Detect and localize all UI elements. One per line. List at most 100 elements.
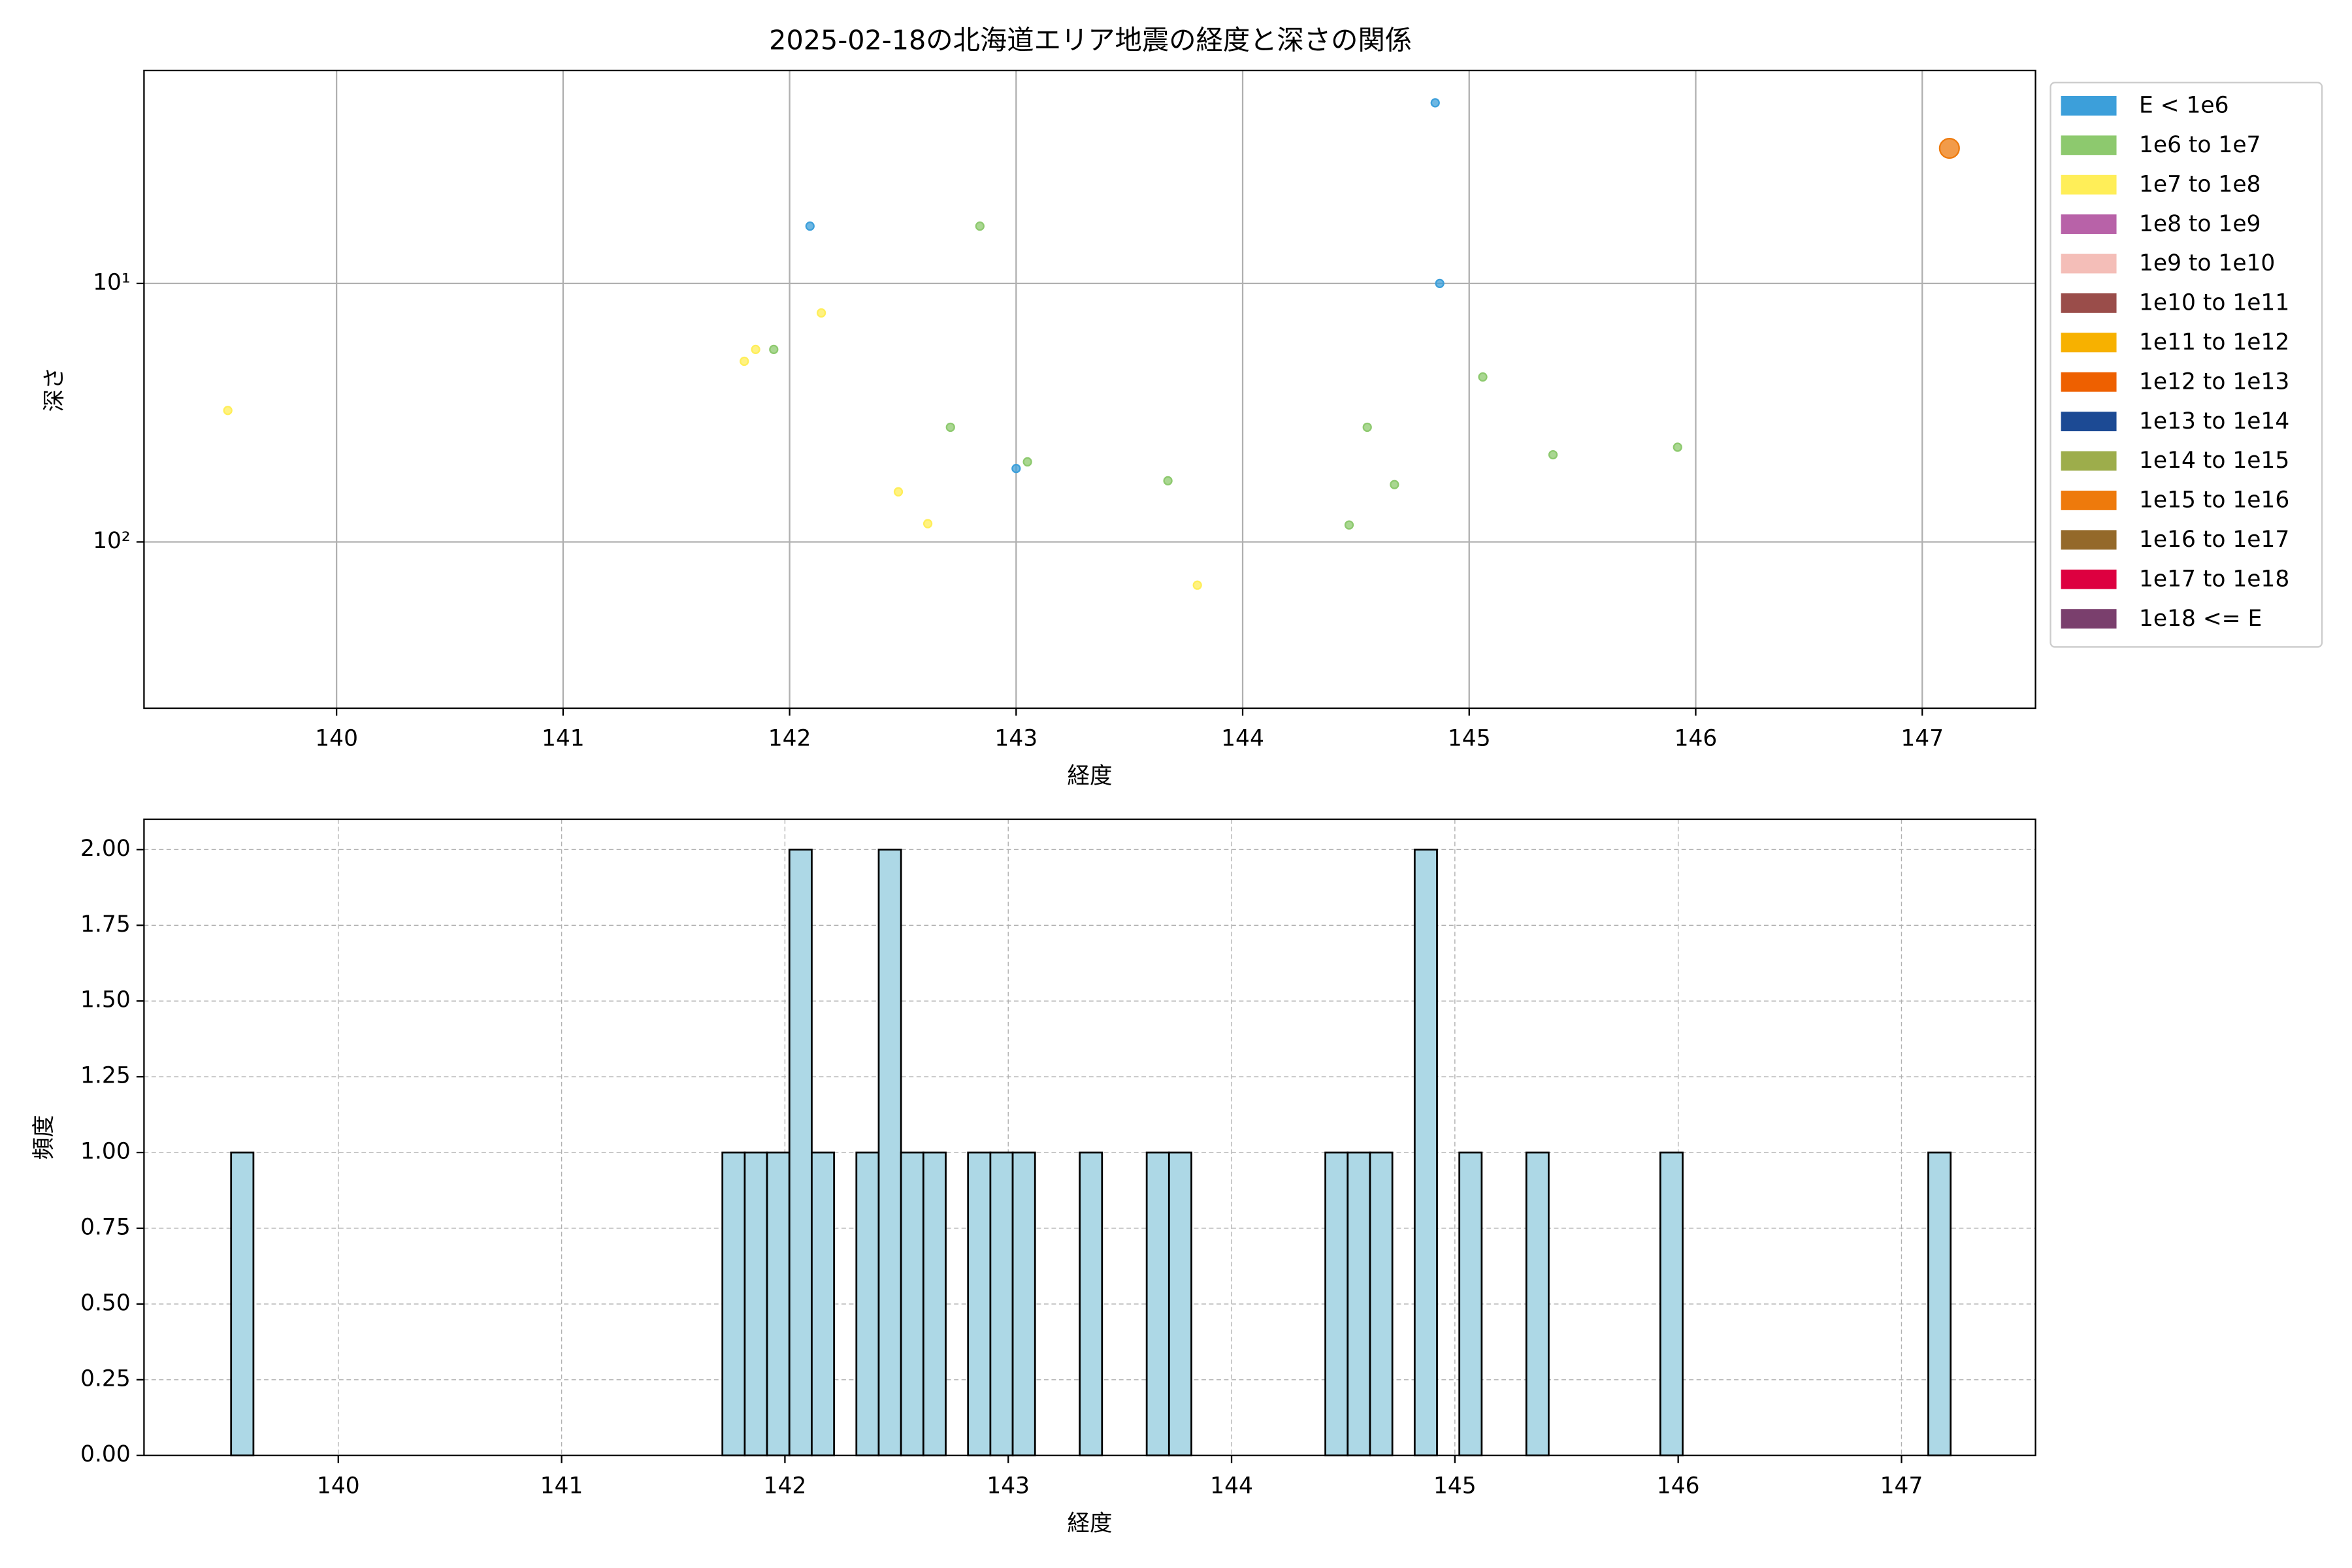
- x-tick-label: 145: [1448, 726, 1491, 752]
- bar: [900, 1151, 924, 1457]
- legend-label: 1e11 to 1e12: [2139, 329, 2289, 355]
- point: [1362, 422, 1372, 433]
- y-tick-label: 2.00: [80, 836, 131, 862]
- point: [945, 422, 955, 433]
- legend-swatch: [2061, 569, 2117, 589]
- legend-label: 1e9 to 1e10: [2139, 250, 2275, 276]
- point: [740, 356, 749, 367]
- point: [893, 487, 904, 497]
- x-tick-label: 141: [542, 726, 585, 752]
- point: [751, 344, 760, 354]
- point: [816, 308, 826, 318]
- y-tick-label: 10²: [93, 528, 131, 554]
- y-tick-label: 0.00: [80, 1441, 131, 1467]
- point: [923, 519, 933, 529]
- x-tick-label: 143: [994, 726, 1037, 752]
- legend-swatch: [2061, 372, 2117, 392]
- legend-swatch: [2061, 95, 2117, 116]
- legend-label: 1e7 to 1e8: [2139, 171, 2261, 197]
- legend-label: 1e8 to 1e9: [2139, 211, 2261, 237]
- y-tick-label: 1.50: [80, 987, 131, 1013]
- legend-swatch: [2061, 333, 2117, 353]
- x-tick-label: 146: [1657, 1473, 1700, 1499]
- y-tick-label: 0.25: [80, 1365, 131, 1392]
- bar: [788, 848, 813, 1457]
- point: [1163, 476, 1173, 486]
- y-axis-label: 深さ: [41, 367, 67, 412]
- legend-swatch: [2061, 412, 2117, 432]
- point: [1430, 98, 1440, 108]
- x-tick-label: 141: [540, 1473, 583, 1499]
- bar: [1168, 1151, 1192, 1457]
- y-tick-label: 1.00: [80, 1139, 131, 1165]
- bar: [1324, 1151, 1349, 1457]
- bar: [1011, 1151, 1036, 1457]
- bar: [1145, 1151, 1170, 1457]
- point: [223, 406, 233, 416]
- point: [1673, 442, 1682, 452]
- bar: [1458, 1151, 1483, 1457]
- legend-swatch: [2061, 253, 2117, 274]
- legend-swatch: [2061, 174, 2117, 195]
- x-tick-label: 143: [987, 1473, 1030, 1499]
- bar: [1347, 1151, 1371, 1457]
- bar: [922, 1151, 947, 1457]
- legend-label: 1e13 to 1e14: [2139, 408, 2289, 434]
- point: [1022, 457, 1032, 467]
- legend-label: 1e6 to 1e7: [2139, 132, 2261, 158]
- bar: [1927, 1151, 1952, 1457]
- legend-swatch: [2061, 214, 2117, 235]
- x-tick-label: 144: [1221, 726, 1264, 752]
- x-tick-label: 144: [1210, 1473, 1253, 1499]
- axes-frame: [143, 69, 2036, 710]
- bar: [967, 1151, 992, 1457]
- y-tick-label: 1.25: [80, 1063, 131, 1089]
- axes-frame: [143, 818, 2036, 1456]
- point: [1435, 278, 1445, 288]
- bar: [855, 1151, 880, 1457]
- y-tick-label: 1.75: [80, 911, 131, 938]
- legend-swatch: [2061, 451, 2117, 471]
- legend-label: 1e16 to 1e17: [2139, 527, 2289, 553]
- x-axis-label: 経度: [1068, 763, 1113, 789]
- legend-label: 1e12 to 1e13: [2139, 368, 2289, 395]
- point: [805, 221, 815, 231]
- legend-swatch: [2061, 609, 2117, 629]
- x-tick-label: 142: [768, 726, 811, 752]
- x-tick-label: 142: [764, 1473, 807, 1499]
- bar: [766, 1151, 791, 1457]
- x-tick-label: 145: [1433, 1473, 1477, 1499]
- legend-label: 1e15 to 1e16: [2139, 487, 2289, 514]
- point: [1192, 580, 1202, 590]
- legend-label: 1e10 to 1e11: [2139, 290, 2289, 316]
- bar: [989, 1151, 1014, 1457]
- legend-label: E < 1e6: [2139, 93, 2229, 119]
- legend-label: 1e18 <= E: [2139, 606, 2262, 632]
- bar: [743, 1151, 768, 1457]
- point: [1390, 480, 1399, 489]
- x-tick-label: 147: [1880, 1473, 1923, 1499]
- point: [1478, 372, 1488, 382]
- bar: [1525, 1151, 1550, 1457]
- chart-title: 2025-02-18の北海道エリア地震の経度と深さの関係: [769, 24, 1412, 56]
- y-tick-label: 0.75: [80, 1214, 131, 1240]
- bar: [1369, 1151, 1394, 1457]
- point: [1011, 464, 1021, 474]
- legend-swatch: [2061, 293, 2117, 313]
- y-axis-label: 頻度: [31, 1115, 57, 1160]
- x-tick-label: 140: [315, 726, 358, 752]
- legend-swatch: [2061, 135, 2117, 155]
- y-tick-label: 0.50: [80, 1290, 131, 1316]
- x-tick-label: 140: [317, 1473, 360, 1499]
- point: [1938, 137, 1960, 159]
- point: [1548, 449, 1558, 460]
- bar: [1659, 1151, 1684, 1457]
- legend-swatch: [2061, 530, 2117, 550]
- legend-swatch: [2061, 491, 2117, 510]
- x-tick-label: 146: [1674, 726, 1718, 752]
- bar: [811, 1151, 835, 1457]
- x-tick-label: 147: [1901, 726, 1944, 752]
- legend-label: 1e17 to 1e18: [2139, 566, 2289, 592]
- point: [769, 344, 779, 354]
